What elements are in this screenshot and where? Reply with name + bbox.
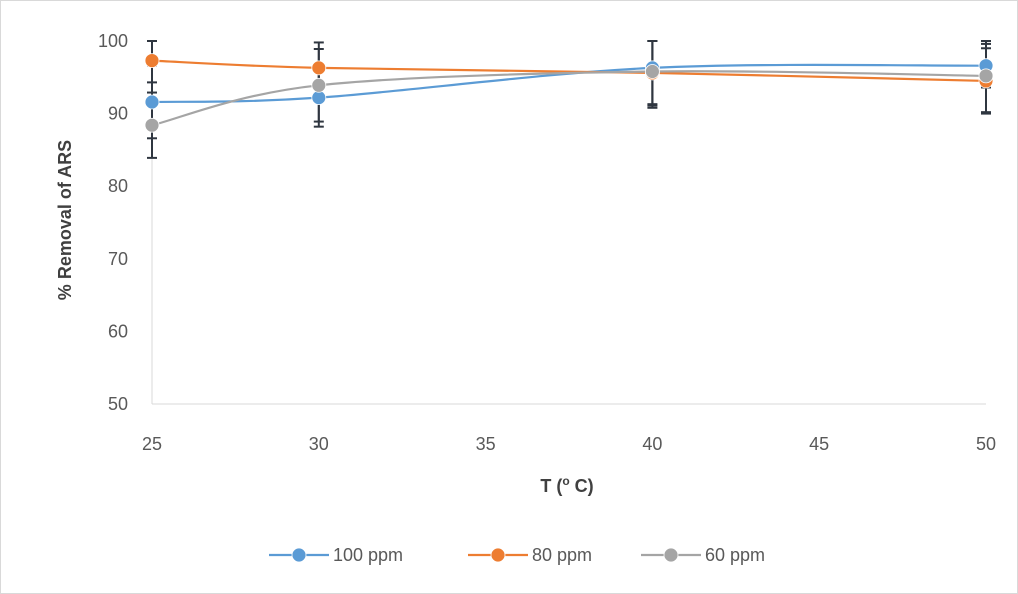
x-axis-title-superscript: o <box>562 474 569 488</box>
legend-marker <box>291 547 307 563</box>
y-tick-label: 80 <box>108 176 128 196</box>
x-tick-label: 35 <box>476 434 496 454</box>
series-line <box>151 70 987 127</box>
data-point <box>144 53 160 69</box>
data-point <box>144 94 160 110</box>
data-point <box>144 117 160 133</box>
data-point <box>311 90 327 106</box>
y-tick-label: 50 <box>108 394 128 414</box>
series-line <box>151 59 987 83</box>
data-point <box>645 64 660 79</box>
legend-marker <box>490 547 506 563</box>
legend-label: 100 ppm <box>333 545 403 565</box>
x-axis-title-end: C) <box>570 476 594 496</box>
y-tick-label: 60 <box>108 321 128 341</box>
x-tick-label: 45 <box>809 434 829 454</box>
tick-labels: 50 60 70 80 90 100 25 30 35 40 45 50 <box>98 31 996 454</box>
legend-marker <box>663 547 679 563</box>
series-markers <box>144 53 994 133</box>
x-tick-label: 25 <box>142 434 162 454</box>
legend: 100 ppm 80 ppm 60 ppm <box>269 545 765 565</box>
legend-label: 80 ppm <box>532 545 592 565</box>
x-tick-label: 30 <box>309 434 329 454</box>
data-point <box>978 68 994 84</box>
y-tick-label: 70 <box>108 249 128 269</box>
data-point <box>311 77 327 93</box>
y-tick-label: 100 <box>98 31 128 51</box>
x-axis-title-main: T ( <box>540 476 562 496</box>
y-axis-title: % Removal of ARS <box>55 140 75 300</box>
x-tick-label: 50 <box>976 434 996 454</box>
data-point <box>311 60 327 76</box>
axes <box>151 41 986 405</box>
x-axis-title: T (o C) <box>540 474 593 496</box>
series-line <box>151 63 987 104</box>
legend-label: 60 ppm <box>705 545 765 565</box>
x-tick-label: 40 <box>642 434 662 454</box>
series-lines <box>151 59 987 127</box>
y-tick-label: 90 <box>108 104 128 124</box>
